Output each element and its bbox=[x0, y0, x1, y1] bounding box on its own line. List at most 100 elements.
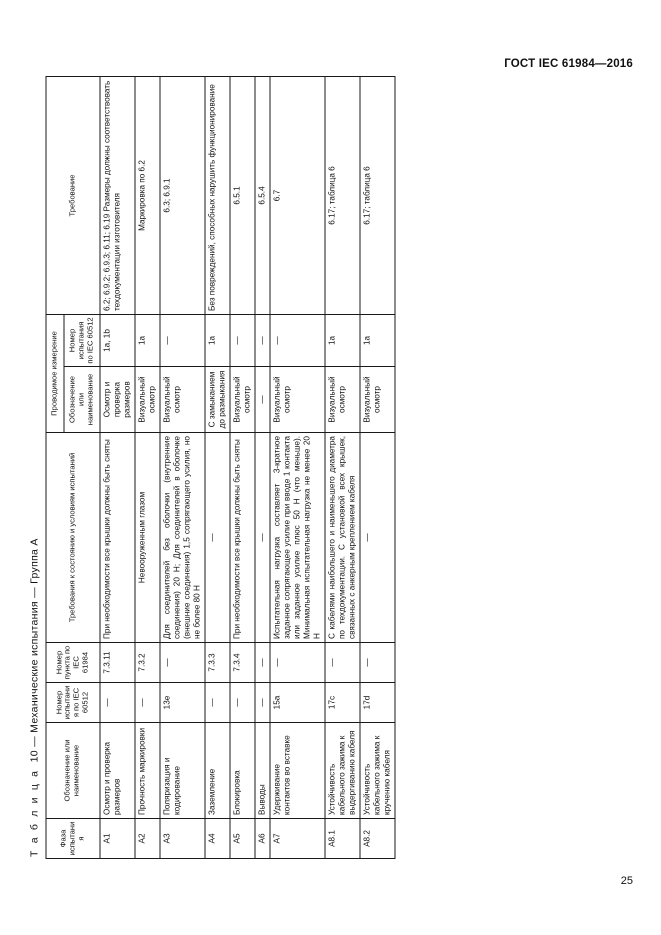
cell-measurement-designation: Визуальный осмотр bbox=[269, 366, 325, 432]
cell-n61984: 7.3.11 bbox=[99, 642, 135, 682]
header-designation-or-name: Обозначение или наименование bbox=[45, 722, 100, 818]
header-number-60512: Номер испытания по IEC 60512 bbox=[45, 682, 100, 722]
document-running-header: ГОСТ IEC 61984—2016 bbox=[504, 58, 633, 70]
table-caption-prefix: Т а б л и ц а bbox=[28, 768, 40, 857]
cell-measurement-number: 1a bbox=[359, 313, 395, 366]
cell-n60512: — bbox=[134, 682, 160, 722]
cell-measurement-designation: Визуальный осмотр bbox=[134, 366, 160, 432]
table-row: А7 Удерживание контактов во вставке 15а … bbox=[269, 75, 325, 858]
cell-measurement-designation: Осмотр и проверка размеров bbox=[99, 366, 135, 432]
cell-n60512: — bbox=[204, 682, 230, 722]
table-row: А6 Выводы — — — — — 6.5.4 bbox=[254, 75, 270, 858]
cell-requirement: 6.17; таблица 6 bbox=[359, 75, 395, 314]
cell-conditions: Для соединителей без оболочки (внутренни… bbox=[159, 432, 205, 642]
header-phase: Фаза испытания bbox=[45, 818, 100, 858]
cell-n61984: — bbox=[254, 642, 270, 682]
cell-measurement-designation: — bbox=[254, 366, 270, 432]
cell-conditions: — bbox=[359, 432, 395, 642]
cell-measurement-designation: Визуальный осмотр bbox=[359, 366, 395, 432]
cell-measurement-number: 1a bbox=[324, 313, 360, 366]
table-row: А8.2 Устойчивость кабельного зажима к кр… bbox=[359, 75, 395, 858]
cell-n61984: — bbox=[359, 642, 395, 682]
cell-n61984: 7.3.4 bbox=[229, 642, 255, 682]
cell-conditions: — bbox=[254, 432, 270, 642]
cell-n61984: 7.3.2 bbox=[134, 642, 160, 682]
cell-name: Выводы bbox=[254, 722, 270, 818]
table-caption-number: 10 bbox=[28, 749, 40, 762]
cell-phase: А4 bbox=[204, 818, 230, 858]
cell-name: Устойчивость кабельного зажима к кручени… bbox=[359, 722, 395, 818]
cell-name: Прочность маркировки bbox=[134, 722, 160, 818]
header-measurement-group: Проводимое измерение bbox=[45, 313, 64, 432]
cell-phase: А2 bbox=[134, 818, 160, 858]
cell-name: Блокировка bbox=[229, 722, 255, 818]
cell-phase: А8.1 bbox=[324, 818, 360, 858]
mechanical-tests-table: Фаза испытания Обозначение или наименова… bbox=[45, 75, 395, 858]
cell-conditions: При необходимости все крышки должны быть… bbox=[229, 432, 255, 642]
cell-measurement-number: — bbox=[254, 313, 270, 366]
cell-measurement-designation: С замыканием до размыкания bbox=[204, 366, 230, 432]
cell-n61984: — bbox=[159, 642, 205, 682]
cell-phase: А7 bbox=[269, 818, 325, 858]
cell-phase: А5 bbox=[229, 818, 255, 858]
cell-requirement: 6.5.4 bbox=[254, 75, 270, 314]
cell-n60512: — bbox=[99, 682, 135, 722]
cell-requirement: 6.5.1 bbox=[229, 75, 255, 314]
table-row: А3 Поляризация и кодирование 13е — Для с… bbox=[159, 75, 205, 858]
page-number: 25 bbox=[620, 875, 633, 887]
cell-measurement-designation: Визуальный осмотр bbox=[229, 366, 255, 432]
cell-n60512: 13е bbox=[159, 682, 205, 722]
cell-phase: А6 bbox=[254, 818, 270, 858]
cell-n61984: — bbox=[269, 642, 325, 682]
cell-name: Заземление bbox=[204, 722, 230, 818]
cell-n60512: 15а bbox=[269, 682, 325, 722]
cell-measurement-designation: Визуальный осмотр bbox=[324, 366, 360, 432]
cell-measurement-number: — bbox=[159, 313, 205, 366]
cell-requirement: 6.2; 6.9.2; 6.9.3; 6.11; 6.19 Размеры до… bbox=[99, 75, 135, 314]
table-row: А2 Прочность маркировки — 7.3.2 Невооруж… bbox=[134, 75, 160, 858]
cell-name: Устойчивость кабельного зажима к выдерги… bbox=[324, 722, 360, 818]
header-number-61984: Номер пункта по IEC 61984 bbox=[45, 642, 100, 682]
header-requirement: Требование bbox=[45, 75, 100, 314]
header-measurement-number: Номер испытания по IEC 60512 bbox=[63, 313, 100, 366]
cell-name: Удерживание контактов во вставке bbox=[269, 722, 325, 818]
cell-measurement-number: — bbox=[229, 313, 255, 366]
cell-phase: А1 bbox=[99, 818, 135, 858]
cell-requirement: Маркировка по 6.2 bbox=[134, 75, 160, 314]
table-body: А1 Осмотр и проверка размеров — 7.3.11 П… bbox=[99, 75, 395, 858]
cell-measurement-designation: Визуальный осмотр bbox=[159, 366, 205, 432]
cell-n60512: 17d bbox=[359, 682, 395, 722]
cell-phase: А8.2 bbox=[359, 818, 395, 858]
cell-conditions: Невооруженным глазом bbox=[134, 432, 160, 642]
cell-conditions: При необходимости все крышки должны быть… bbox=[99, 432, 135, 642]
cell-requirement: 6.3; 6.9.1 bbox=[159, 75, 205, 314]
table-caption-text: — Механические испытания — Группа А bbox=[28, 537, 40, 747]
header-conditions: Требования к состоянию и условиям испыта… bbox=[45, 432, 100, 642]
cell-measurement-number: 1a bbox=[204, 313, 230, 366]
table-row: А1 Осмотр и проверка размеров — 7.3.11 П… bbox=[99, 75, 135, 858]
cell-measurement-number: — bbox=[269, 313, 325, 366]
cell-name: Осмотр и проверка размеров bbox=[99, 722, 135, 818]
table-row: А5 Блокировка — 7.3.4 При необходимости … bbox=[229, 75, 255, 858]
cell-requirement: Без повреждений, способных нарушить функ… bbox=[204, 75, 230, 314]
cell-n61984: 7.3.3 bbox=[204, 642, 230, 682]
cell-conditions: — bbox=[204, 432, 230, 642]
cell-n60512: — bbox=[254, 682, 270, 722]
cell-name: Поляризация и кодирование bbox=[159, 722, 205, 818]
cell-n60512: 17с bbox=[324, 682, 360, 722]
cell-measurement-number: 1a bbox=[134, 313, 160, 366]
table-caption: Т а б л и ц а 10 — Механические испытани… bbox=[28, 77, 40, 857]
cell-conditions: Испытательная нагрузка составляет 3-крат… bbox=[269, 432, 325, 642]
cell-n60512: — bbox=[229, 682, 255, 722]
cell-requirement: 6.17; таблица 6 bbox=[324, 75, 360, 314]
cell-measurement-number: 1a, 1b bbox=[99, 313, 135, 366]
cell-requirement: 6.7 bbox=[269, 75, 325, 314]
table-row: А4 Заземление — 7.3.3 — С замыканием до … bbox=[204, 75, 230, 858]
table-row: А8.1 Устойчивость кабельного зажима к вы… bbox=[324, 75, 360, 858]
header-measurement-designation: Обозначение или наименование bbox=[63, 366, 100, 432]
table-header-row-1: Фаза испытания Обозначение или наименова… bbox=[45, 75, 100, 858]
rotated-table-wrapper: Т а б л и ц а 10 — Механические испытани… bbox=[28, 75, 633, 859]
cell-conditions: С кабелями наибольшего и наименьшего диа… bbox=[324, 432, 360, 642]
